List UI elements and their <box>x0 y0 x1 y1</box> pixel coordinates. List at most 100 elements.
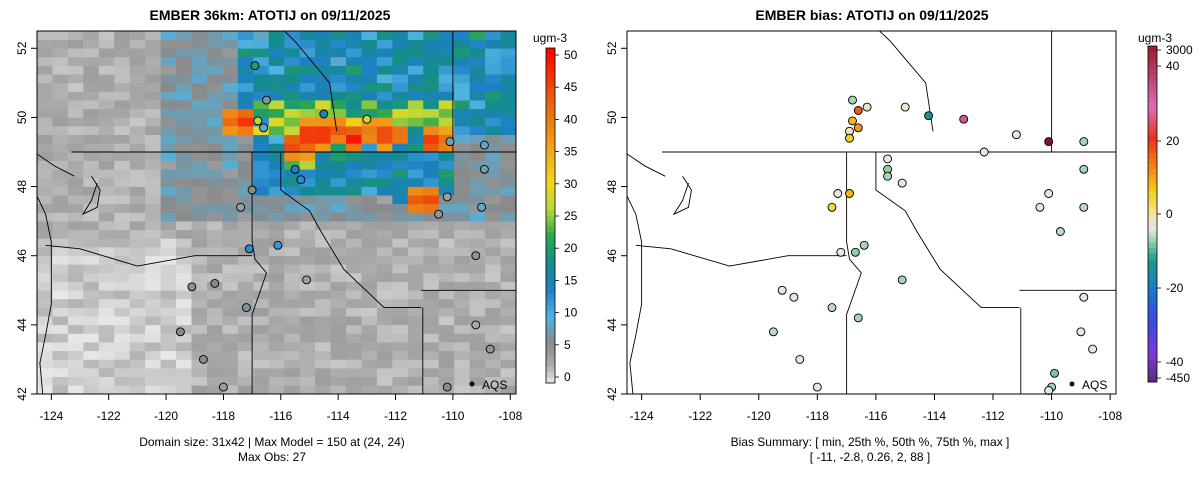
raster-cell <box>222 333 239 343</box>
raster-cell <box>376 255 393 265</box>
raster-cell <box>330 152 347 161</box>
colorbar-segment <box>546 70 555 77</box>
raster-cell <box>222 368 239 378</box>
raster-cell <box>37 203 53 213</box>
raster-cell <box>129 307 146 317</box>
raster-cell <box>346 229 362 239</box>
raster-cell <box>129 281 146 291</box>
raster-cell <box>176 65 192 75</box>
raster-cell <box>438 143 455 153</box>
raster-cell <box>485 316 501 326</box>
raster-cell <box>98 238 115 248</box>
colorbar-segment <box>546 254 555 261</box>
raster-cell <box>330 350 347 360</box>
raster-cell <box>176 39 192 49</box>
raster-cell <box>361 316 378 326</box>
raster-cell <box>160 126 177 136</box>
raster-cell <box>438 264 455 274</box>
raster-cell <box>407 39 424 49</box>
raster-cell <box>485 264 501 274</box>
raster-cell <box>237 238 254 248</box>
raster-cell <box>206 350 223 360</box>
oregon-washington-border <box>635 244 847 267</box>
raster-cell <box>160 169 177 179</box>
raster-cell <box>469 195 486 205</box>
raster-cell <box>469 316 486 326</box>
raster-cell <box>407 74 424 84</box>
raster-cell <box>206 376 223 386</box>
raster-cell <box>423 255 440 265</box>
raster-cell <box>500 307 517 317</box>
raster-cell <box>284 186 300 196</box>
raster-cell <box>160 74 177 84</box>
raster-cell <box>407 255 424 265</box>
raster-cell <box>52 298 69 308</box>
y-tick-label: 48 <box>605 180 619 194</box>
raster-cell <box>206 342 223 352</box>
raster-cell <box>145 333 161 343</box>
raster-cell <box>392 359 409 369</box>
colorbar-segment <box>546 87 555 94</box>
raster-cell <box>454 31 470 40</box>
raster-cell <box>222 160 239 170</box>
raster-cell <box>160 376 177 386</box>
raster-cell <box>485 376 501 386</box>
colorbar-segment <box>546 120 555 127</box>
raster-cell <box>145 376 161 386</box>
raster-cell <box>191 65 208 75</box>
raster-cell <box>361 177 378 187</box>
raster-cell <box>346 117 362 127</box>
raster-cell <box>237 350 254 360</box>
raster-cell <box>284 307 300 317</box>
raster-cell <box>98 376 115 386</box>
raster-cell <box>237 143 254 153</box>
raster-cell <box>37 350 53 360</box>
colorbar-segment <box>546 288 555 295</box>
raster-cell <box>500 264 517 274</box>
raster-cell <box>438 65 455 75</box>
colorbar-segment <box>546 377 555 384</box>
aqs-site-marker <box>485 344 495 354</box>
raster-cell <box>191 368 208 378</box>
y-tick-label: 46 <box>15 249 29 263</box>
x-tick-label: -114 <box>923 409 946 423</box>
raster-cell <box>284 255 300 265</box>
raster-cell <box>407 56 424 66</box>
bias-site-marker <box>1079 292 1089 302</box>
raster-cell <box>407 273 424 282</box>
raster-cell <box>268 195 285 205</box>
raster-cell <box>469 134 486 144</box>
raster-cell <box>469 290 486 300</box>
raster-cell <box>299 134 316 144</box>
raster-cell <box>37 169 53 179</box>
raster-cell <box>176 56 192 66</box>
raster-cell <box>52 48 69 58</box>
colorbar-segment <box>546 327 555 334</box>
raster-cell <box>83 203 100 213</box>
raster-cell <box>330 333 347 343</box>
raster-cell <box>299 169 316 179</box>
raster-cell <box>191 229 208 239</box>
colorbar-segment <box>546 215 555 222</box>
aqs-site-marker <box>362 114 372 124</box>
raster-cell <box>299 82 316 92</box>
raster-cell <box>392 221 409 231</box>
raster-cell <box>176 229 192 239</box>
raster-cell <box>330 342 347 352</box>
raster-cell <box>191 203 208 213</box>
raster-cell <box>407 264 424 274</box>
raster-cell <box>376 143 393 153</box>
raster-cell <box>330 324 347 334</box>
raster-cell <box>454 134 470 144</box>
colorbar-segment <box>1148 68 1157 75</box>
raster-cell <box>52 195 69 205</box>
raster-cell <box>299 247 316 257</box>
raster-cell <box>145 152 161 161</box>
raster-cell <box>469 255 486 265</box>
raster-cell <box>284 143 300 153</box>
x-tick-label: -108 <box>1098 409 1122 423</box>
raster-cell <box>438 221 455 231</box>
raster-cell <box>237 290 254 300</box>
raster-cell <box>330 108 347 118</box>
